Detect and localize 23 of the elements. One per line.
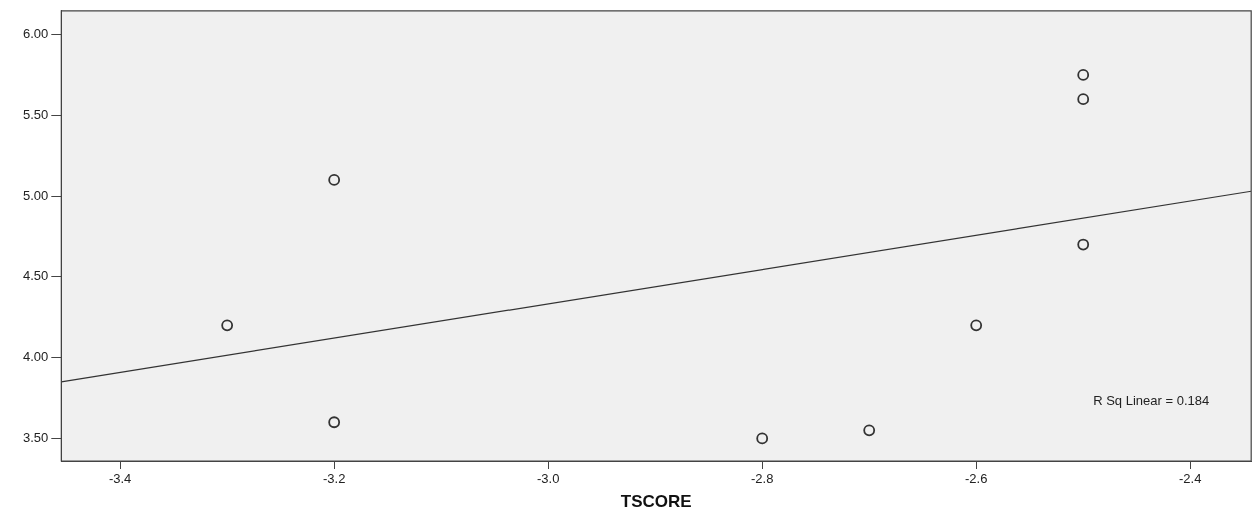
x-tick-label: -3.0 (536, 471, 560, 487)
x-tick-label: -2.4 (1179, 471, 1202, 487)
point (1077, 238, 1090, 251)
x-tick-label: -2.8 (750, 471, 774, 487)
point (1077, 69, 1090, 81)
y-tick-label: 4.50 (22, 268, 49, 284)
y-tick-label: 5.50 (22, 106, 49, 122)
y-tick-label: 5.00 (22, 187, 49, 203)
x-tick-label: -3.2 (322, 471, 346, 487)
point (756, 432, 769, 445)
point (863, 424, 876, 437)
point (970, 319, 983, 332)
point (328, 174, 341, 186)
x-axis-title: TSCORE (620, 492, 692, 512)
point (221, 319, 234, 332)
y-tick-label: 4.00 (22, 349, 49, 365)
point (1077, 93, 1090, 106)
x-tick-label: -2.6 (964, 471, 988, 487)
y-tick-label: 3.50 (22, 429, 49, 445)
point (328, 416, 341, 429)
annotation: R Sq Linear = 0.184 (1093, 392, 1210, 408)
y-tick-label: 6.00 (22, 26, 49, 42)
x-tick-label: -3.4 (108, 471, 132, 487)
